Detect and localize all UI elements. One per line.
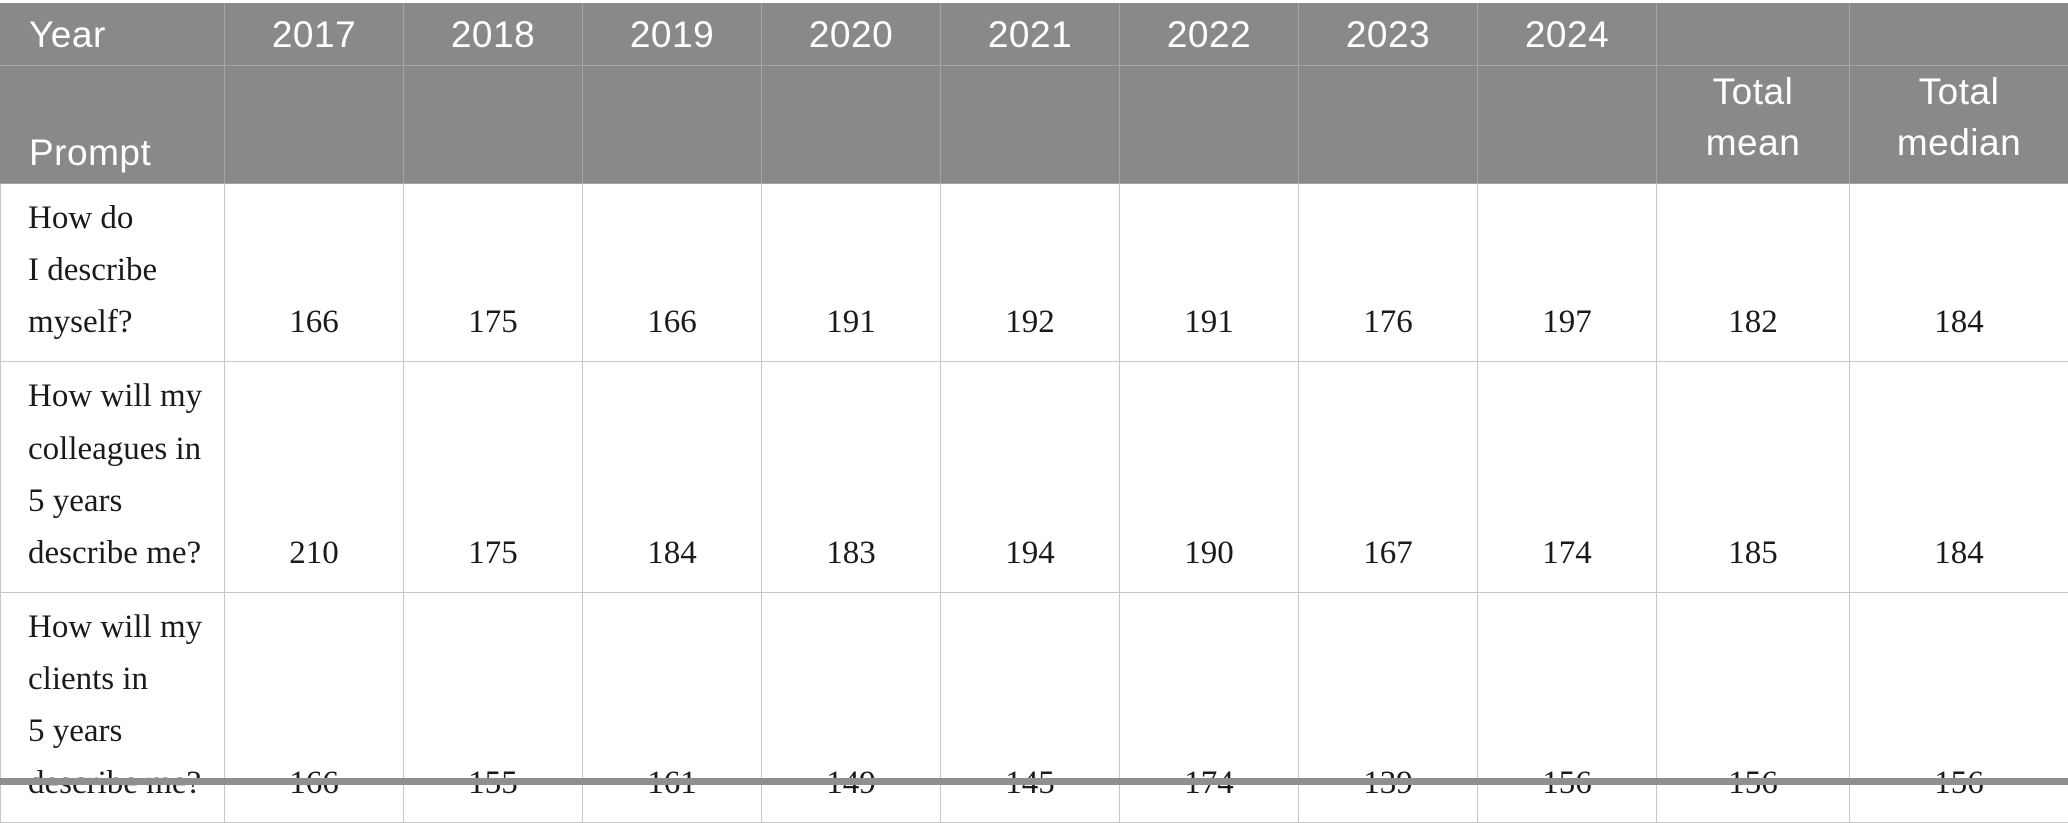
value-cell-2021: 192 (941, 184, 1120, 362)
value-cell-2019: 184 (583, 362, 762, 593)
value-cell-2018: 175 (404, 362, 583, 593)
prompt-cell: How do I describe myself? (1, 184, 225, 362)
value-cell-2023: 139 (1299, 592, 1478, 823)
value-cell-2017: 210 (225, 362, 404, 593)
total-mean-header-cell: Total mean (1657, 66, 1850, 184)
table-header: Year 2017 2018 2019 2020 2021 2022 2023 … (1, 4, 2068, 184)
empty-header-cell (1478, 66, 1657, 184)
value-cell-2024: 156 (1478, 592, 1657, 823)
prompt-cell: How will my colleagues in 5 years descri… (1, 362, 225, 593)
total-median-header-cell: Total median (1850, 66, 2068, 184)
empty-header-cell (225, 66, 404, 184)
value-cell-2023: 176 (1299, 184, 1478, 362)
table-row: How do I describe myself? 166 175 166 19… (1, 184, 2068, 362)
value-cell-2018: 175 (404, 184, 583, 362)
year-header-cell-2022: 2022 (1120, 4, 1299, 66)
total-median-cell: 156 (1850, 592, 2068, 823)
value-cell-2024: 197 (1478, 184, 1657, 362)
year-header-cell-2020: 2020 (762, 4, 941, 66)
prompt-label-cell: Prompt (1, 66, 225, 184)
total-mean-cell: 156 (1657, 592, 1850, 823)
header-row-year: Year 2017 2018 2019 2020 2021 2022 2023 … (1, 4, 2068, 66)
total-median-cell: 184 (1850, 184, 2068, 362)
value-cell-2022: 174 (1120, 592, 1299, 823)
year-label-cell: Year (1, 4, 225, 66)
empty-header-cell (762, 66, 941, 184)
total-mean-cell: 185 (1657, 362, 1850, 593)
year-header-cell-2021: 2021 (941, 4, 1120, 66)
total-mean-cell: 182 (1657, 184, 1850, 362)
year-header-cell-2019: 2019 (583, 4, 762, 66)
prompt-cell: How will my clients in 5 years describe … (1, 592, 225, 823)
year-header-cell-2023: 2023 (1299, 4, 1478, 66)
empty-header-cell (1850, 4, 2068, 66)
table-row: How will my clients in 5 years describe … (1, 592, 2068, 823)
value-cell-2023: 167 (1299, 362, 1478, 593)
empty-header-cell (1657, 4, 1850, 66)
results-table: Year 2017 2018 2019 2020 2021 2022 2023 … (0, 3, 2068, 823)
value-cell-2017: 166 (225, 592, 404, 823)
value-cell-2018: 155 (404, 592, 583, 823)
table-row: How will my colleagues in 5 years descri… (1, 362, 2068, 593)
value-cell-2022: 190 (1120, 362, 1299, 593)
empty-header-cell (583, 66, 762, 184)
empty-header-cell (1120, 66, 1299, 184)
value-cell-2021: 194 (941, 362, 1120, 593)
table-body: How do I describe myself? 166 175 166 19… (1, 184, 2068, 823)
year-header-cell-2018: 2018 (404, 4, 583, 66)
value-cell-2021: 145 (941, 592, 1120, 823)
empty-header-cell (404, 66, 583, 184)
header-row-prompt: Prompt Total mean Total median (1, 66, 2068, 184)
value-cell-2019: 166 (583, 184, 762, 362)
value-cell-2020: 183 (762, 362, 941, 593)
total-median-cell: 184 (1850, 362, 2068, 593)
value-cell-2022: 191 (1120, 184, 1299, 362)
value-cell-2024: 174 (1478, 362, 1657, 593)
bottom-divider-rule (0, 778, 2068, 785)
year-header-cell-2017: 2017 (225, 4, 404, 66)
empty-header-cell (1299, 66, 1478, 184)
empty-header-cell (941, 66, 1120, 184)
value-cell-2019: 161 (583, 592, 762, 823)
value-cell-2017: 166 (225, 184, 404, 362)
value-cell-2020: 191 (762, 184, 941, 362)
year-header-cell-2024: 2024 (1478, 4, 1657, 66)
value-cell-2020: 149 (762, 592, 941, 823)
